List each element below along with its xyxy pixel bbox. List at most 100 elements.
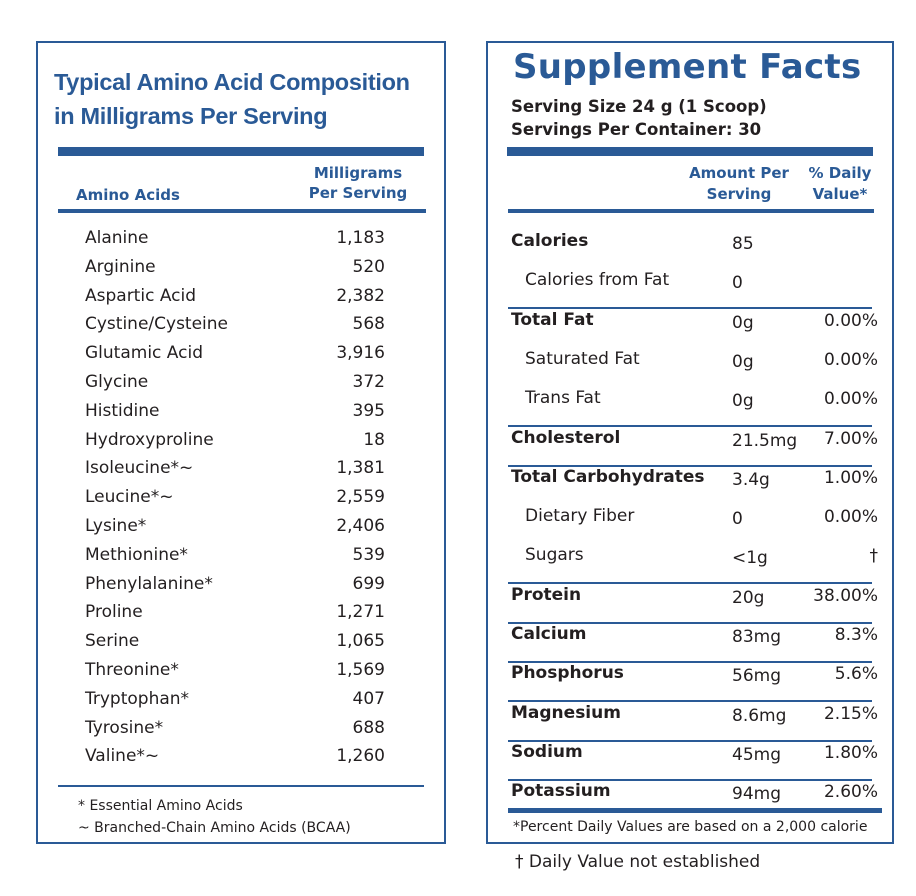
amino-name: Histidine — [85, 400, 160, 421]
amino-value: 1,569 — [336, 660, 385, 680]
nutrient-row: Total Fat 0g 0.00% — [488, 310, 892, 349]
nutrient-daily-value: 5.6% — [834, 664, 878, 685]
amino-row: Leucine*~ 2,559 — [85, 487, 385, 515]
row-divider — [508, 778, 872, 781]
amino-value: 407 — [352, 688, 385, 709]
nutrient-row: Phosphorus 56mg 5.6% — [488, 663, 892, 703]
nutrient-daily-value: 2.60% — [823, 782, 878, 803]
nutrient-name: Sugars — [525, 545, 584, 566]
row-divider — [508, 582, 872, 585]
nutrient-amount: 56mg — [732, 666, 781, 687]
nutrient-row: Magnesium 8.6mg 2.15% — [488, 703, 892, 742]
amino-value: 395 — [352, 400, 385, 421]
amino-value: 372 — [352, 372, 385, 392]
amino-value: 520 — [352, 256, 385, 277]
amino-row: Aspartic Acid 2,382 — [85, 286, 385, 314]
nutrient-amount: 3.4g — [732, 469, 770, 490]
row-divider — [508, 700, 872, 703]
col-line-1: Milligrams — [313, 164, 403, 182]
nutrient-amount: 0g — [732, 312, 754, 333]
amino-name: Alanine — [85, 228, 149, 248]
nutrient-name: Calories from Fat — [525, 270, 670, 291]
amino-name: Lysine* — [85, 516, 147, 536]
nutrient-name: Calcium — [511, 624, 587, 644]
header-divider — [58, 209, 426, 213]
amino-row: Proline 1,271 — [85, 602, 385, 630]
nutrient-daily-value: 1.80% — [823, 742, 878, 763]
nutrient-amount: 8.6mg — [732, 705, 787, 726]
nutrient-amount: 85 — [732, 234, 754, 254]
amino-acid-panel: Typical Amino Acid Composition in Millig… — [36, 41, 446, 844]
amino-value: 2,406 — [336, 516, 385, 536]
col-line-2: Value* — [812, 185, 868, 203]
amino-name: Tryptophan* — [85, 688, 190, 709]
nutrient-name: Phosphorus — [511, 663, 624, 684]
nutrient-name: Calories — [511, 231, 589, 251]
nutrient-name: Saturated Fat — [525, 348, 640, 369]
amino-name: Phenylalanine* — [85, 573, 213, 594]
serving-size: Serving Size 24 g (1 Scoop) — [511, 97, 767, 116]
amino-row: Methionine* 539 — [85, 545, 385, 573]
amino-row: Glutamic Acid 3,916 — [85, 343, 385, 371]
row-divider — [508, 464, 872, 467]
nutrient-amount: 21.5mg — [732, 430, 798, 451]
footer-bar — [508, 808, 882, 813]
col-amount-per-serving: Amount Per Serving — [680, 163, 798, 205]
nutrient-name: Dietary Fiber — [525, 506, 635, 527]
amino-row: Tyrosine* 688 — [85, 718, 385, 746]
row-divider — [508, 307, 872, 310]
amino-value: 1,065 — [336, 631, 385, 652]
nutrient-row: Saturated Fat 0g 0.00% — [488, 349, 892, 388]
amino-value: 568 — [352, 314, 385, 335]
nutrient-amount: 0 — [732, 509, 743, 530]
amino-name: Glycine — [85, 372, 149, 392]
nutrient-row: Potassium 94mg 2.60% — [488, 781, 892, 820]
nutrient-row: Dietary Fiber 0 0.00% — [488, 506, 892, 545]
servings-per-container: Servings Per Container: 30 — [511, 120, 762, 139]
footer-divider — [58, 785, 424, 787]
daily-value-footnote: *Percent Daily Values are based on a 2,0… — [513, 819, 868, 835]
amino-value: 2,382 — [336, 285, 385, 306]
amino-row: Histidine 395 — [85, 401, 385, 429]
title-line-2: in Milligrams Per Serving — [54, 103, 328, 129]
nutrient-amount: 0g — [732, 351, 754, 372]
nutrient-daily-value: 0.00% — [823, 349, 878, 370]
amino-name: Tyrosine* — [85, 717, 164, 738]
amino-row: Lysine* 2,406 — [85, 516, 385, 544]
footnote-essential: * Essential Amino Acids — [78, 798, 243, 814]
amino-value: 2,559 — [336, 487, 385, 508]
nutrient-daily-value: 0.00% — [823, 310, 878, 331]
nutrient-name: Sodium — [511, 741, 583, 762]
nutrient-name: Magnesium — [511, 702, 621, 723]
amino-name: Aspartic Acid — [85, 285, 197, 306]
amino-row: Glycine 372 — [85, 372, 385, 400]
row-divider — [508, 661, 872, 663]
dagger-note: † Daily Value not established — [515, 852, 761, 872]
nutrient-amount: 0g — [732, 391, 754, 412]
amino-value: 1,271 — [336, 602, 385, 623]
nutrient-daily-value: † — [869, 546, 879, 567]
col-line-1: % Daily — [808, 164, 872, 182]
nutrient-daily-value: 0.00% — [823, 389, 878, 410]
nutrient-row: Trans Fat 0g 0.00% — [488, 388, 892, 428]
row-divider — [508, 739, 872, 742]
nutrient-amount: <1g — [732, 548, 768, 569]
amino-value: 539 — [352, 544, 385, 565]
nutrient-amount: 94mg — [732, 784, 781, 805]
nutrient-daily-value: 8.3% — [834, 625, 878, 645]
nutrient-name: Total Carbohydrates — [511, 466, 705, 487]
amino-panel-title: Typical Amino Acid Composition in Millig… — [54, 65, 410, 133]
nutrient-row: Total Carbohydrates 3.4g 1.00% — [488, 467, 892, 506]
col-milligrams: Milligrams Per Serving — [288, 163, 428, 203]
amino-value: 3,916 — [336, 343, 385, 364]
col-line-1: Amount Per — [689, 164, 789, 182]
header-divider — [508, 209, 874, 213]
header-bar — [507, 147, 873, 156]
amino-row: Isoleucine*~ 1,381 — [85, 458, 385, 486]
amino-name: Cystine/Cysteine — [85, 314, 229, 335]
nutrient-name: Cholesterol — [511, 427, 621, 448]
nutrient-daily-value: 2.15% — [823, 703, 878, 724]
nutrient-name: Potassium — [511, 781, 611, 802]
amino-value: 1,260 — [336, 746, 385, 767]
footnote-bcaa: ~ Branched-Chain Amino Acids (BCAA) — [78, 820, 351, 836]
